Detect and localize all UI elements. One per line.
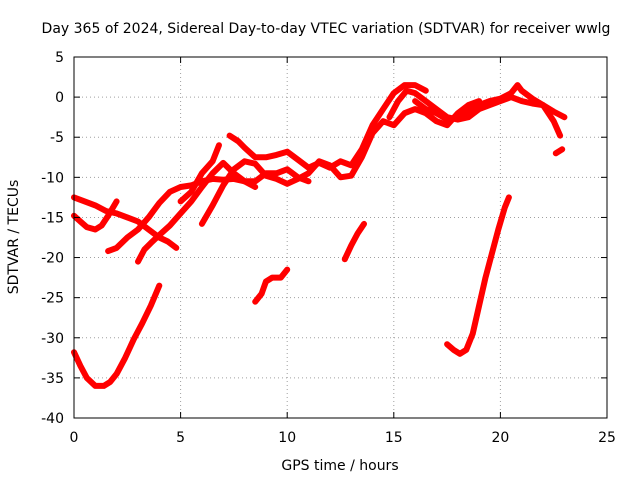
series-line-track-3 xyxy=(71,194,180,251)
x-tick-label: 25 xyxy=(598,430,616,446)
x-tick-label: 15 xyxy=(385,430,403,446)
y-tick-label: -40 xyxy=(41,411,64,427)
y-axis: -40 -35 -30 -25 -20 -15 -10 -5 0 5 xyxy=(41,50,607,427)
y-tick-label: -20 xyxy=(41,251,64,267)
series-line-track-13 xyxy=(444,194,512,357)
x-axis-label: GPS time / hours xyxy=(281,458,398,474)
chart-title: Day 365 of 2024, Sidereal Day-to-day VTE… xyxy=(42,21,611,37)
series-line-track-11 xyxy=(252,266,291,305)
grid xyxy=(74,57,607,418)
y-tick-label: -5 xyxy=(50,130,64,146)
y-tick-label: -25 xyxy=(41,291,64,307)
series-line-track-9 xyxy=(386,87,568,123)
y-tick-label: -35 xyxy=(41,371,64,387)
x-tick-label: 0 xyxy=(70,430,79,446)
x-tick-label: 5 xyxy=(176,430,185,446)
x-axis: 0 5 10 15 20 25 xyxy=(70,57,616,446)
y-tick-label: -15 xyxy=(41,210,64,226)
series-line-track-5 xyxy=(135,159,312,265)
y-tick-label: -10 xyxy=(41,170,64,186)
x-tick-label: 20 xyxy=(491,430,509,446)
series-line-track-8 xyxy=(198,98,483,227)
series-line-track-14 xyxy=(552,146,566,157)
series-line-track-2 xyxy=(71,198,120,233)
series-group xyxy=(71,82,568,389)
series-line-track-12 xyxy=(341,220,367,263)
series-line-track-10 xyxy=(412,82,564,139)
series-line-track-1 xyxy=(71,282,163,389)
x-tick-label: 10 xyxy=(278,430,296,446)
y-axis-label: SDTVAR / TECUs xyxy=(6,180,22,295)
y-tick-label: 0 xyxy=(55,90,64,106)
y-tick-label: 5 xyxy=(55,50,64,66)
plot-frame xyxy=(73,56,608,419)
series-line-track-6 xyxy=(177,142,222,205)
y-tick-label: -30 xyxy=(41,331,64,347)
